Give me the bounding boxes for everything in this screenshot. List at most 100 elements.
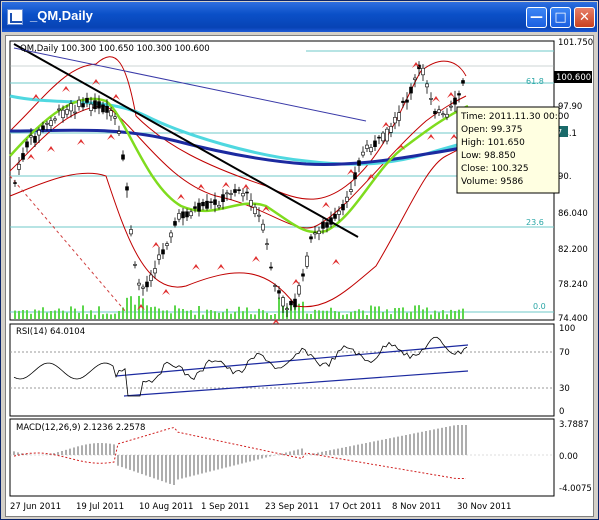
candle-body bbox=[141, 286, 145, 289]
candle-body bbox=[413, 77, 417, 80]
candle-body bbox=[181, 211, 185, 219]
candle-body bbox=[337, 210, 341, 215]
candle-body bbox=[317, 230, 321, 234]
price-label: 74.400 bbox=[558, 314, 588, 324]
date-label: 27 Jun 2011 bbox=[10, 502, 61, 512]
price-label: 97.90 bbox=[558, 102, 582, 112]
price-label: 82.200 bbox=[558, 245, 588, 255]
macd-bar bbox=[65, 449, 67, 455]
macd-bar bbox=[205, 455, 207, 473]
macd-bar bbox=[169, 455, 171, 484]
rsi-header: RSI(14) 64.0104 bbox=[16, 327, 85, 337]
macd-bar bbox=[233, 455, 235, 466]
volume-bar bbox=[310, 313, 312, 319]
current-price-label: 100.600 bbox=[556, 73, 591, 83]
volume-bar bbox=[458, 309, 460, 319]
candle-body bbox=[161, 249, 165, 255]
close-button[interactable]: ✕ bbox=[574, 7, 595, 28]
candle-body bbox=[273, 285, 277, 287]
volume-bar bbox=[230, 313, 232, 319]
volume-bar bbox=[258, 308, 260, 319]
macd-bar bbox=[105, 443, 107, 455]
fractal-arrow bbox=[450, 134, 458, 140]
volume-bar bbox=[362, 310, 364, 319]
volume-bar bbox=[50, 310, 52, 319]
macd-bar bbox=[101, 443, 103, 455]
volume-bar bbox=[218, 312, 220, 319]
macd-bar bbox=[261, 455, 263, 459]
macd-bar bbox=[417, 432, 419, 455]
candle-body bbox=[325, 222, 329, 228]
macd-bar bbox=[465, 425, 467, 455]
candle-body bbox=[113, 116, 117, 119]
volume-bar bbox=[274, 314, 276, 319]
macd-bar bbox=[433, 429, 435, 455]
candle-body bbox=[313, 232, 317, 235]
volume-bar bbox=[426, 307, 428, 319]
macd-bar bbox=[181, 455, 183, 479]
volume-bar bbox=[190, 310, 192, 319]
candle-body bbox=[109, 110, 113, 117]
macd-bar bbox=[121, 455, 123, 468]
volume-bar bbox=[342, 314, 344, 319]
macd-bar bbox=[297, 449, 299, 455]
candle-body bbox=[405, 99, 409, 103]
candle-body bbox=[305, 255, 309, 267]
candle-body bbox=[145, 281, 149, 288]
candle-body bbox=[445, 113, 449, 118]
macd-bar bbox=[225, 455, 227, 468]
price-label: 90. bbox=[558, 172, 572, 182]
candle-body bbox=[157, 254, 161, 260]
macd-bar bbox=[57, 452, 59, 455]
close-icon: ✕ bbox=[579, 10, 590, 25]
macd-bar bbox=[197, 455, 199, 475]
macd-header: MACD(12,26,9) 2.1236 2.2578 bbox=[16, 423, 145, 433]
candle-body bbox=[33, 136, 37, 143]
macd-bar bbox=[429, 430, 431, 455]
macd-bar bbox=[61, 451, 63, 455]
candle-body bbox=[309, 236, 313, 240]
candle-body bbox=[21, 153, 25, 160]
candle-body bbox=[277, 290, 281, 294]
macd-bar bbox=[281, 453, 283, 455]
ma-green-line bbox=[9, 97, 469, 234]
bollinger-middle bbox=[9, 95, 467, 229]
candle-body bbox=[365, 144, 369, 149]
candle-body bbox=[97, 101, 101, 109]
volume-bar bbox=[278, 297, 280, 319]
candle-body bbox=[249, 200, 253, 207]
chart-area[interactable]: 61.8 23.6 0.0 QM,Daily 100.300 100.650 1… bbox=[5, 35, 594, 517]
macd-bar bbox=[69, 448, 71, 455]
candle-body bbox=[173, 221, 177, 226]
macd-bar bbox=[361, 443, 363, 455]
date-label: 10 Aug 2011 bbox=[139, 502, 193, 512]
macd-bar bbox=[173, 455, 175, 485]
volume-bar bbox=[350, 311, 352, 319]
volume-bar bbox=[290, 303, 292, 319]
candle-body bbox=[289, 300, 293, 306]
volume-bar bbox=[38, 310, 40, 319]
title-bar[interactable]: _QM,Daily — □ ✕ bbox=[2, 2, 597, 32]
volume-bar bbox=[18, 310, 20, 319]
minimize-button[interactable]: — bbox=[526, 7, 547, 28]
volume-bar bbox=[298, 303, 300, 319]
fractal-arrow bbox=[62, 86, 70, 92]
main-header: QM,Daily 100.300 100.650 100.300 100.600 bbox=[20, 44, 210, 54]
price-chart[interactable]: 61.8 23.6 0.0 QM,Daily 100.300 100.650 1… bbox=[6, 36, 593, 516]
macd-bar bbox=[377, 440, 379, 455]
fib-label-618: 61.8 bbox=[526, 77, 544, 86]
candle-body bbox=[297, 285, 301, 295]
macd-bar bbox=[201, 455, 203, 474]
candle-body bbox=[73, 111, 77, 114]
volume-bar bbox=[102, 314, 104, 319]
fractal-arrow bbox=[222, 182, 230, 188]
ma-navy-line bbox=[9, 128, 469, 166]
macd-panel-frame bbox=[9, 418, 555, 497]
volume-bar bbox=[446, 314, 448, 319]
macd-bar bbox=[257, 455, 259, 460]
macd-bar bbox=[189, 455, 191, 477]
macd-bar bbox=[313, 453, 315, 455]
macd-bar bbox=[365, 443, 367, 455]
candle-body bbox=[437, 109, 441, 113]
maximize-button[interactable]: □ bbox=[550, 7, 571, 28]
